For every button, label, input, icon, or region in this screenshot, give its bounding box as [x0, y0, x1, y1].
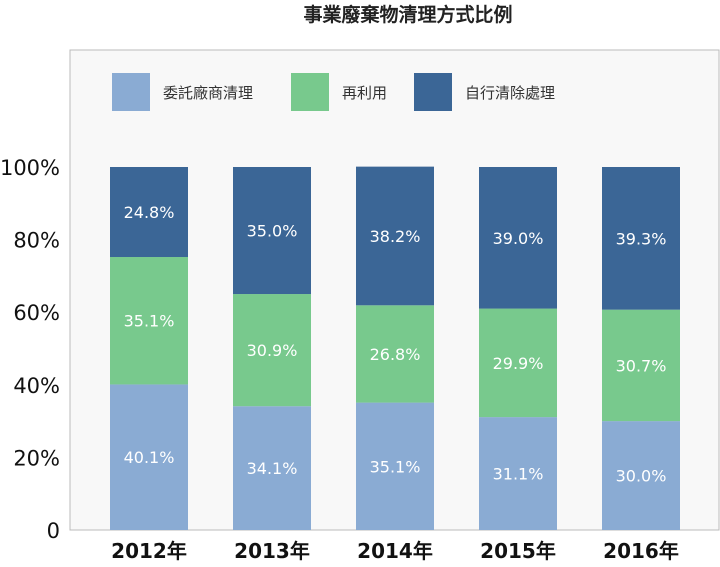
bar-segment [110, 257, 188, 385]
legend-label: 再利用 [342, 84, 387, 102]
x-tick-label: 2012年 [111, 539, 187, 563]
data-label: 40.1% [124, 448, 175, 467]
data-label: 30.7% [616, 356, 667, 375]
data-label: 26.8% [370, 345, 421, 364]
bar-segment [356, 166, 434, 306]
y-tick-label: 60% [13, 301, 60, 325]
data-label: 24.8% [124, 203, 175, 222]
x-tick-label: 2016年 [603, 539, 679, 563]
bar-segment [356, 305, 434, 403]
data-label: 31.1% [493, 465, 544, 484]
y-tick-label: 20% [13, 446, 60, 470]
data-label: 34.1% [247, 459, 298, 478]
data-label: 35.1% [124, 312, 175, 331]
legend-label: 委託廠商清理 [163, 84, 253, 102]
data-label: 30.0% [616, 467, 667, 486]
data-label: 39.0% [493, 229, 544, 248]
legend-swatch [112, 73, 150, 111]
data-label: 30.9% [247, 341, 298, 360]
data-label: 29.9% [493, 354, 544, 373]
bar-segment [479, 417, 557, 530]
data-label: 35.0% [247, 222, 298, 241]
chart-title: 事業廢棄物清理方式比例 [303, 3, 512, 26]
legend-label: 自行清除處理 [465, 84, 555, 102]
bar-segment [356, 402, 434, 530]
bar-segment [602, 421, 680, 530]
legend-swatch [291, 73, 329, 111]
y-tick-label: 80% [13, 229, 60, 253]
data-label: 35.1% [370, 457, 421, 476]
y-tick-label: 100% [0, 156, 60, 180]
y-tick-label: 0 [47, 519, 60, 543]
data-label: 38.2% [370, 227, 421, 246]
y-axis: 0 20% 40% 60% 80% 100% [0, 156, 60, 543]
bar-segment [233, 294, 311, 407]
bar-segment [233, 167, 311, 295]
bar-segment [602, 309, 680, 422]
x-tick-label: 2014年 [357, 539, 433, 563]
x-axis: 2012年 2013年 2014年 2015年 2016年 [111, 539, 679, 563]
bar-segment [233, 406, 311, 530]
bar-segment [110, 384, 188, 530]
data-label: 39.3% [616, 229, 667, 248]
y-tick-label: 40% [13, 374, 60, 398]
legend: 委託廠商清理 再利用 自行清除處理 [112, 73, 555, 111]
x-tick-label: 2013年 [234, 539, 310, 563]
bars: 40.1% 35.1% 24.8% 34.1% 30.9% 35.0% 35.1% 26.8%… [110, 166, 680, 530]
legend-swatch [414, 73, 452, 111]
bar-segment [110, 167, 188, 258]
bar-segment [479, 167, 557, 309]
x-tick-label: 2015年 [480, 539, 556, 563]
bar-segment [602, 167, 680, 310]
bar-segment [479, 308, 557, 418]
